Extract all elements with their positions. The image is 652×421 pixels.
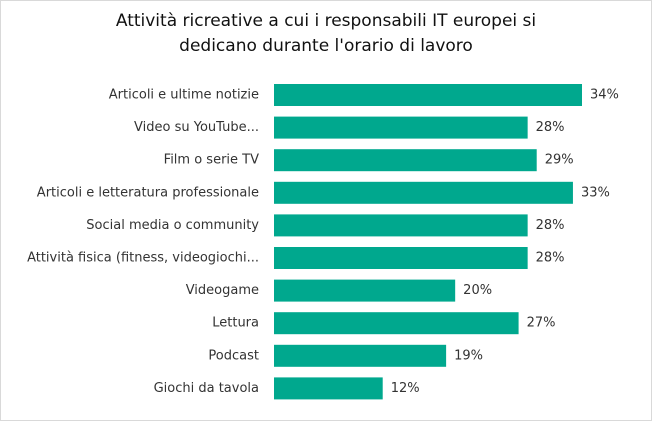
bar — [274, 344, 447, 367]
bar — [274, 181, 573, 204]
bar — [274, 247, 528, 269]
value-label: 29% — [545, 153, 574, 168]
bar — [274, 116, 528, 139]
category-label: Giochi da tavola — [154, 381, 259, 396]
category-label: Articoli e letteratura professionale — [37, 185, 259, 200]
category-label: Articoli e ultime notizie — [109, 88, 259, 103]
bar — [274, 84, 582, 106]
category-label: Attività fisica (fitness, videogiochi... — [27, 251, 259, 266]
chart-title-line-2: dedicano durante l'orario di lavoro — [179, 36, 473, 56]
value-label: 12% — [391, 381, 420, 396]
bar — [274, 149, 537, 172]
category-label: Podcast — [208, 348, 259, 363]
bar — [274, 312, 519, 335]
bars-group: Articoli e ultime notizie 34% Video su You… — [27, 84, 619, 400]
bar — [274, 377, 383, 400]
bar — [274, 214, 528, 237]
value-label: 28% — [536, 251, 565, 266]
value-label: 27% — [527, 316, 556, 331]
category-label: Lettura — [212, 316, 259, 331]
chart-title: Attività ricreative a cui i responsabili… — [1, 9, 651, 59]
category-label: Video su YouTube... — [134, 120, 259, 135]
category-label: Videogame — [186, 283, 259, 298]
value-label: 19% — [454, 348, 483, 363]
value-label: 33% — [581, 185, 610, 200]
bar — [274, 279, 456, 302]
value-label: 34% — [590, 88, 619, 103]
category-label: Film o serie TV — [164, 153, 259, 168]
value-label: 20% — [463, 283, 492, 298]
category-label: Social media o community — [86, 218, 259, 233]
value-label: 28% — [536, 218, 565, 233]
value-label: 28% — [536, 120, 565, 135]
chart-title-line-1: Attività ricreative a cui i responsabili… — [115, 11, 537, 31]
